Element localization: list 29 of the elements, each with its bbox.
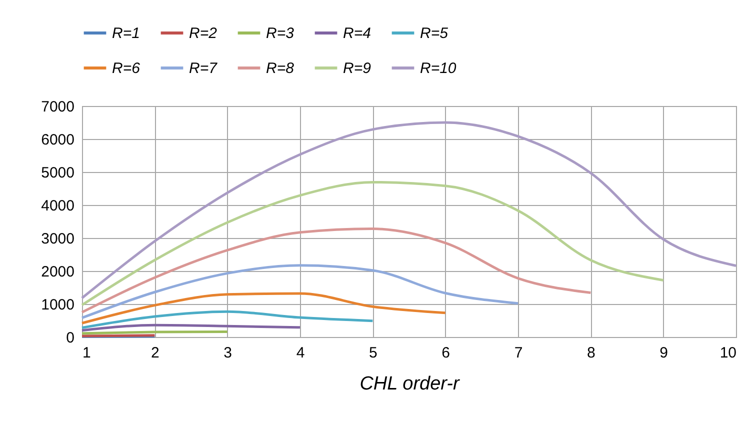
y-tick-label: 2000 — [41, 264, 74, 280]
x-tick-label: 8 — [586, 344, 596, 362]
y-tick-label: 5000 — [41, 164, 74, 182]
x-tick-label: 10 — [720, 344, 736, 362]
x-tick-label: 3 — [224, 344, 232, 362]
legend-label: R=7 — [189, 60, 218, 77]
legend-label: R=3 — [266, 25, 295, 42]
y-tick-label: 6000 — [41, 132, 74, 148]
y-tick-label: 3000 — [41, 230, 74, 248]
legend-label: R=2 — [189, 25, 218, 42]
legend-label: R=4 — [343, 25, 371, 42]
x-axis-title: CHL order-r — [360, 374, 460, 394]
x-tick-label: 7 — [514, 344, 523, 362]
legend-label: R=8 — [266, 60, 295, 77]
y-tick-label: 7000 — [41, 98, 74, 116]
legend-label: R=6 — [112, 60, 141, 77]
x-tick-label: 9 — [660, 344, 668, 362]
y-tick-label: 4000 — [41, 198, 74, 214]
y-tick-label: 0 — [66, 330, 74, 346]
legend-label: R=5 — [420, 25, 449, 42]
x-tick-label: 4 — [296, 344, 305, 362]
y-tick-label: 1000 — [41, 296, 74, 314]
x-tick-label: 6 — [442, 344, 450, 362]
x-tick-label: 5 — [368, 344, 378, 362]
legend-label: R=9 — [343, 60, 372, 77]
legend-label: R=10 — [420, 60, 457, 77]
x-tick-label: 1 — [82, 344, 91, 362]
legend-label: R=1 — [112, 25, 140, 42]
x-tick-label: 2 — [150, 344, 160, 362]
